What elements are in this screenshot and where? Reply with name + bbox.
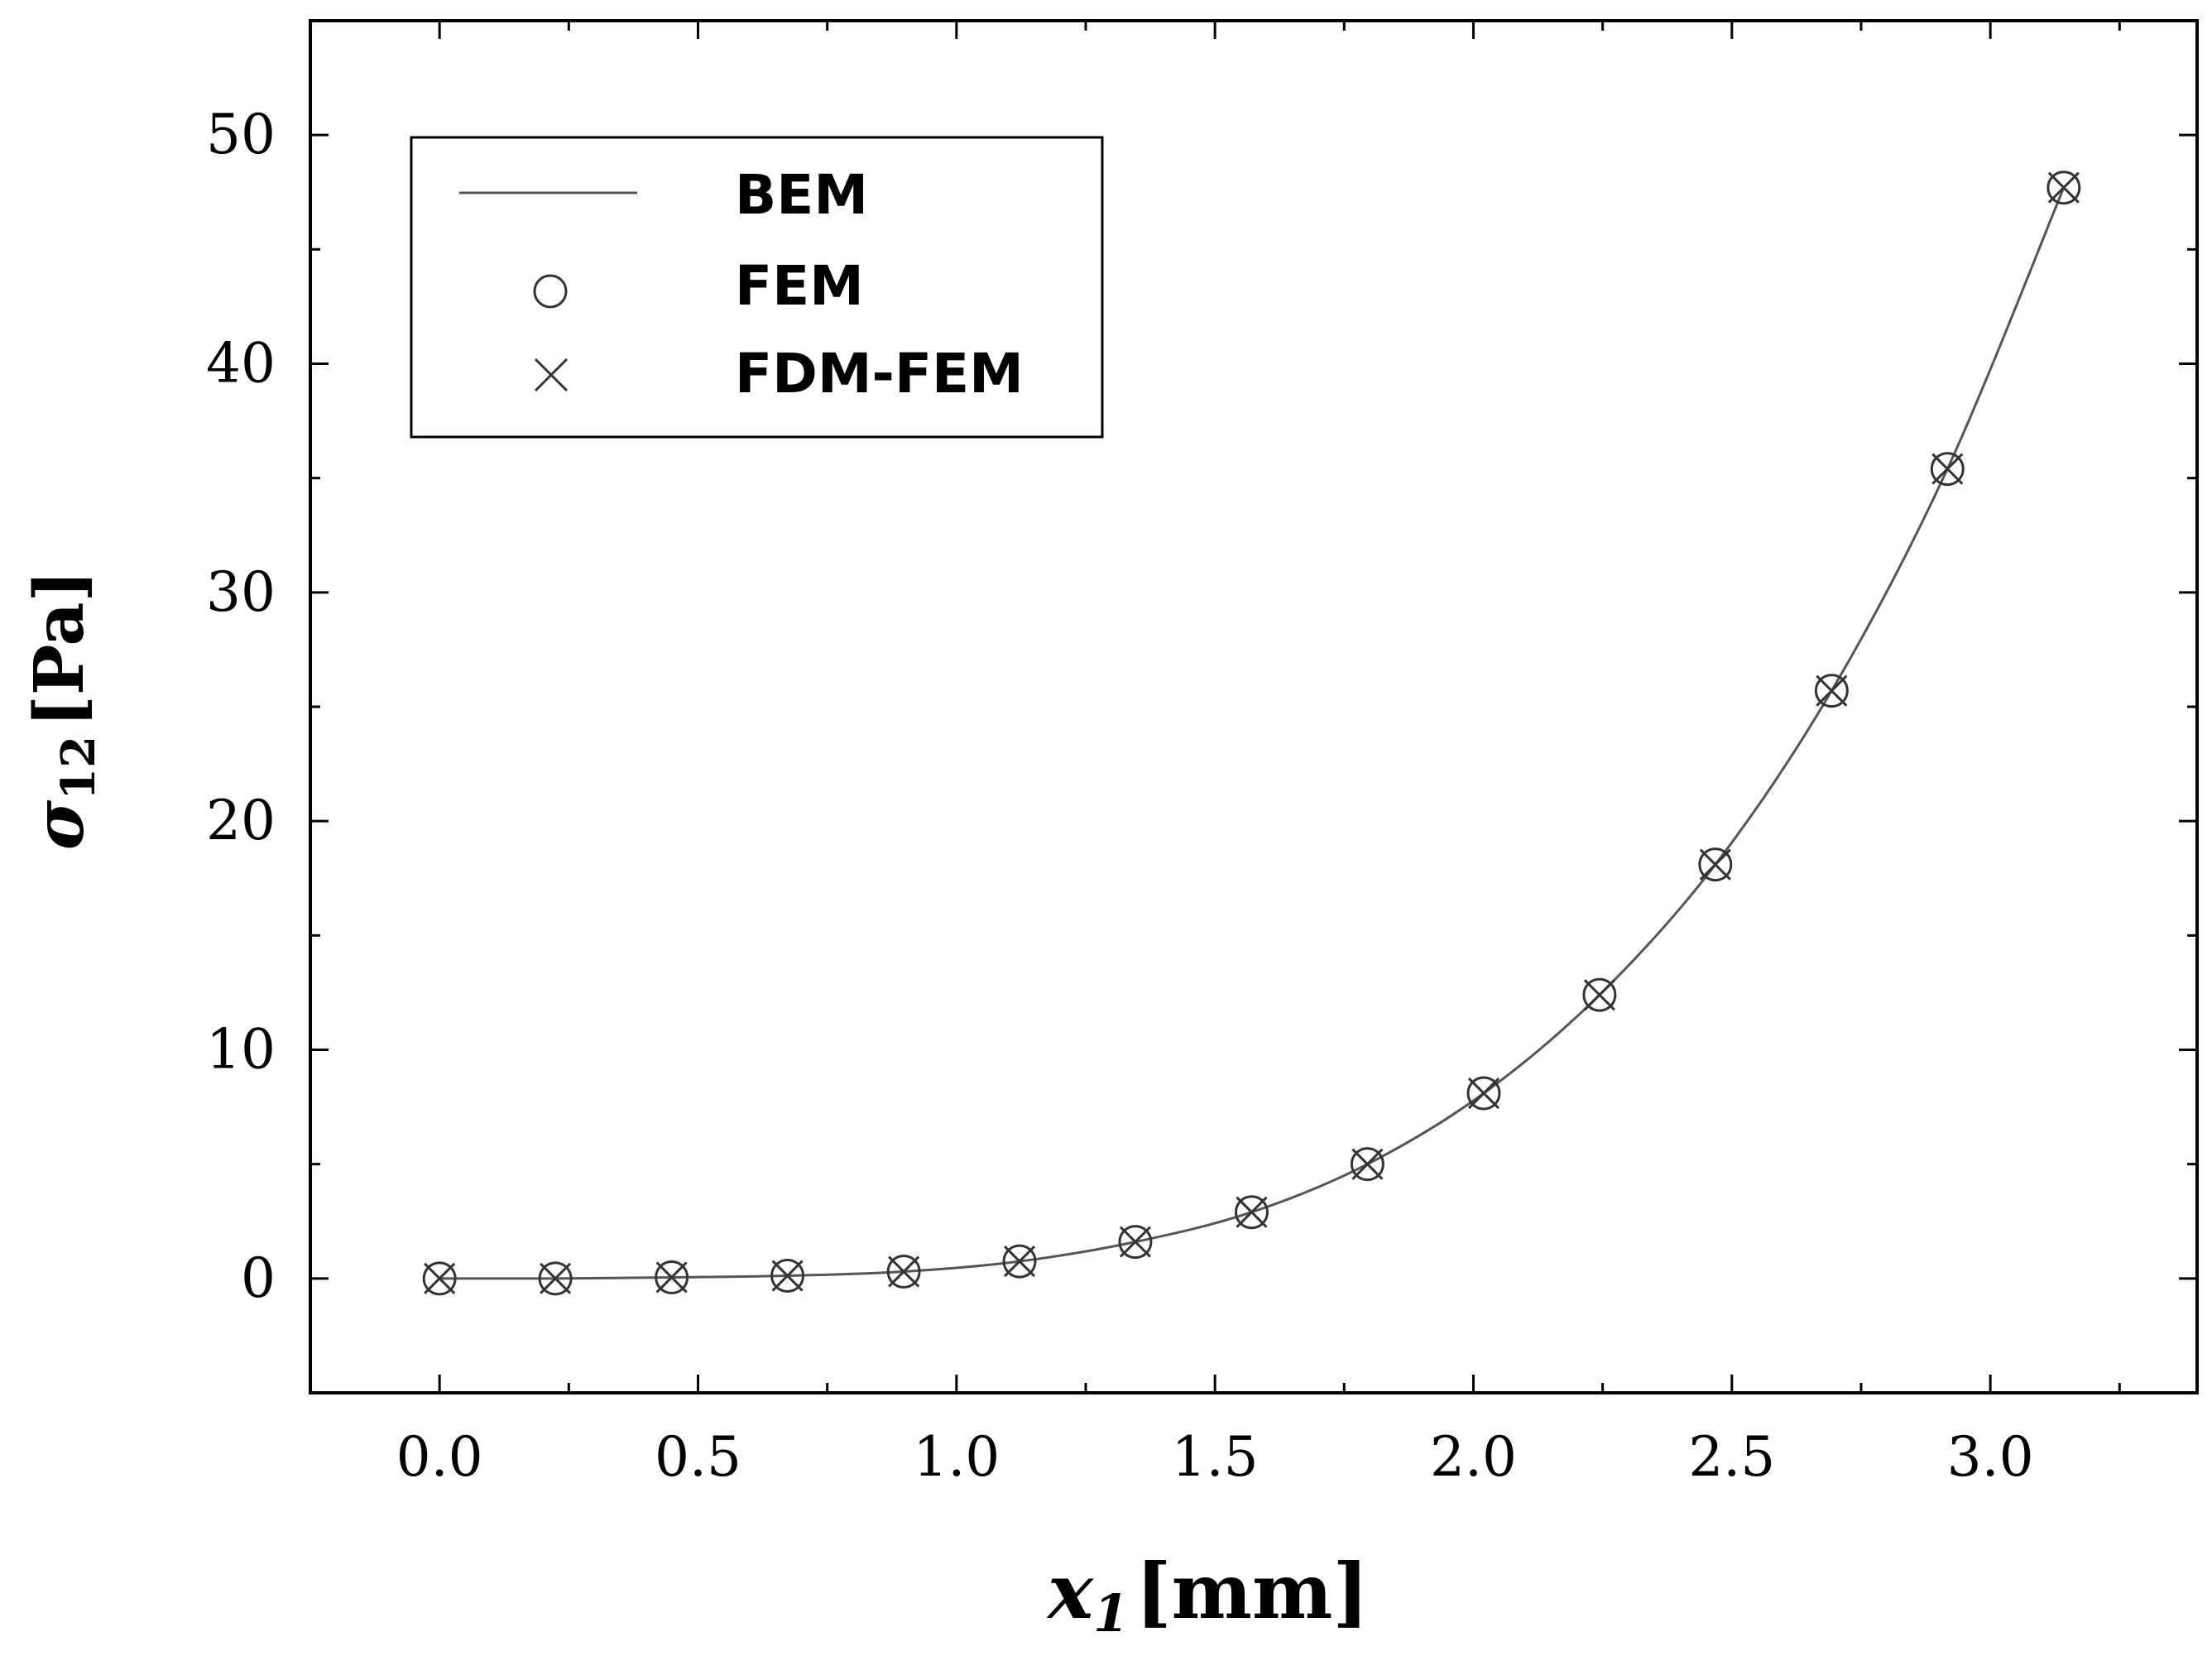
x-axis-symbol: x <box>1046 1547 1094 1636</box>
y-tick-label: 30 <box>206 560 276 624</box>
fem-point <box>1930 452 1965 487</box>
fdm-fem-point <box>1236 1196 1268 1228</box>
fem-point <box>422 1261 457 1296</box>
y-axis-label: σ12 [Pa] <box>20 570 106 851</box>
legend-label-fem: FEM <box>735 254 864 318</box>
fdm-fem-point <box>1467 1077 1500 1110</box>
fdm-fem-point <box>1003 1246 1036 1278</box>
fdm-fem-stroke <box>771 1260 804 1292</box>
fdm-fem-stroke <box>1583 979 1615 1011</box>
legend: BEM FEM FDM-FEM <box>410 136 1104 439</box>
x-axis-label: x1[mm] <box>1046 1547 1369 1644</box>
fem-point <box>1698 847 1733 882</box>
fem-point <box>1002 1244 1037 1279</box>
fdm-fem-point <box>2047 171 2080 204</box>
y-tick-label: 50 <box>206 103 276 166</box>
x-tick-label: 0.5 <box>655 1425 741 1489</box>
fem-point <box>1466 1076 1501 1111</box>
fdm-fem-stroke <box>655 1261 688 1294</box>
fdm-fem-stroke <box>424 1262 456 1294</box>
fem-point <box>538 1261 573 1296</box>
legend-label-fdm-fem: FDM-FEM <box>735 342 1024 406</box>
x-axis-unit: [mm] <box>1135 1547 1369 1636</box>
fdm-fem-point <box>1816 674 1848 707</box>
legend-label-bem: BEM <box>735 163 868 227</box>
tick-labels: 0.0 0.5 1.0 1.5 2.0 2.5 3.0 0 10 20 30 40 50 <box>206 103 2034 1489</box>
fem-point <box>886 1255 921 1289</box>
fem-point <box>1118 1225 1153 1260</box>
fdm-fem-point <box>1351 1148 1384 1180</box>
fdm-fem-stroke <box>888 1255 920 1288</box>
fem-point <box>1582 977 1617 1012</box>
fdm-fem-point <box>1699 848 1731 881</box>
y-tick-label: 10 <box>206 1018 276 1082</box>
fdm-fem-stroke <box>1699 848 1731 881</box>
fem-point <box>1235 1195 1269 1230</box>
fdm-fem-stroke <box>1931 453 1964 485</box>
x-tick-label: 1.0 <box>913 1425 1000 1489</box>
y-axis-unit: [Pa] <box>20 570 99 727</box>
fdm-fem-point <box>888 1255 920 1288</box>
plot-frame <box>309 19 2199 1394</box>
fem-point <box>2046 170 2081 205</box>
y-axis-symbol: σ <box>20 799 99 850</box>
fdm-fem-point <box>1931 453 1964 485</box>
fdm-fem-stroke <box>1119 1226 1152 1258</box>
y-tick-label: 0 <box>241 1246 276 1310</box>
fdm-fem-stroke <box>2047 171 2080 204</box>
y-tick-label: 40 <box>206 332 276 396</box>
fdm-fem-point <box>771 1260 804 1292</box>
fem-point <box>770 1259 805 1294</box>
x-axis-subscript: 1 <box>1093 1583 1129 1644</box>
axis-ticks <box>310 21 2197 1393</box>
x-tick-label: 0.0 <box>396 1425 483 1489</box>
x-tick-label: 1.5 <box>1172 1425 1259 1489</box>
fdm-fem-point <box>1583 979 1615 1011</box>
fdm-fem-stroke <box>1003 1246 1036 1278</box>
fdm-fem-point <box>424 1262 456 1294</box>
fdm-fem-point <box>540 1262 572 1294</box>
x-tick-label: 3.0 <box>1947 1425 2034 1489</box>
legend-circle-swatch <box>533 274 568 309</box>
fdm-fem-stroke <box>1467 1077 1500 1110</box>
fdm-fem-stroke <box>1236 1196 1268 1228</box>
bem-line <box>439 187 2066 1280</box>
fem-point <box>1350 1147 1384 1182</box>
legend-x-swatch <box>534 358 569 392</box>
legend-box <box>410 136 1104 439</box>
fdm-fem-stroke <box>540 1262 572 1294</box>
y-tick-label: 20 <box>206 789 276 852</box>
series-layer <box>422 170 2081 1296</box>
fdm-fem-point <box>655 1261 688 1294</box>
fdm-fem-point <box>1119 1226 1152 1258</box>
fem-point <box>1814 674 1849 708</box>
fdm-fem-stroke <box>1351 1148 1384 1180</box>
fdm-fem-stroke <box>1816 674 1848 707</box>
x-tick-label: 2.0 <box>1430 1425 1517 1489</box>
fem-point <box>655 1260 689 1294</box>
y-axis-subscript: 12 <box>51 736 106 800</box>
x-tick-label: 2.5 <box>1688 1425 1775 1489</box>
